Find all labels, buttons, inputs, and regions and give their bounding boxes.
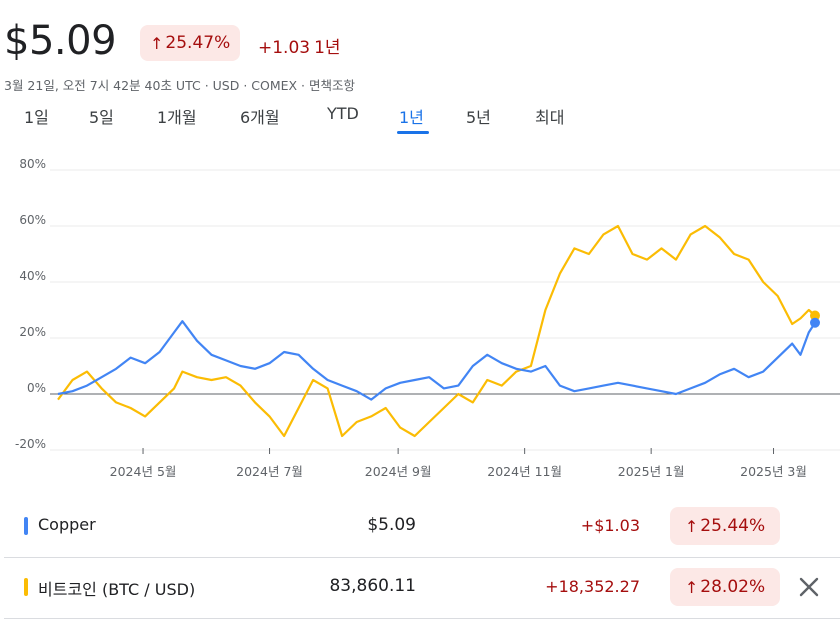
tab-max[interactable]: 최대	[535, 108, 565, 127]
legend-value: 83,860.11	[329, 576, 416, 596]
arrow-up-icon: ↑	[150, 33, 164, 53]
legend-name: 비트코인 (BTC / USD)	[38, 580, 196, 599]
price-change: +1.03 1년	[258, 33, 341, 58]
tab-5d[interactable]: 5일	[89, 108, 114, 127]
x-tick-label: 2024년 5월	[110, 464, 177, 479]
x-tick-label: 2024년 11월	[487, 464, 562, 479]
comparison-chart[interactable]: 80% 60% 40% 20% 0% -20% 2024년 5월 2024년 7월 2024년 …	[0, 150, 840, 490]
series-end-point-copper	[810, 317, 820, 328]
legend-row-copper[interactable]: Copper $5.09 +$1.03 ↑ 25.44%	[0, 497, 840, 555]
legend-value: $5.09	[367, 515, 416, 535]
legend-name: Copper	[38, 515, 96, 534]
series-end-point-btc	[810, 310, 820, 321]
legend-divider	[4, 618, 840, 619]
price-change-absolute: +1.03	[258, 38, 311, 58]
legend-row-btc[interactable]: 비트코인 (BTC / USD) 83,860.11 +18,352.27 ↑ …	[0, 558, 840, 616]
legend-percent: 25.44%	[700, 516, 766, 536]
price-change-period: 1년	[314, 38, 341, 58]
legend-change: +18,352.27	[545, 577, 640, 596]
legend-percent-badge: ↑ 28.02%	[670, 568, 780, 606]
legend-swatch-copper	[24, 517, 28, 535]
legend-swatch-btc	[24, 578, 28, 596]
price-change-percent-badge: ↑ 25.47%	[140, 25, 241, 61]
legend-divider	[4, 557, 840, 558]
y-tick-label: 0%	[27, 381, 46, 395]
legend-change: +$1.03	[580, 516, 640, 535]
x-tick-label: 2024년 9월	[365, 464, 432, 479]
price-change-percent: 25.47%	[165, 33, 231, 53]
x-tick-label: 2025년 3월	[740, 464, 807, 479]
active-tab-indicator	[397, 131, 429, 134]
legend-percent: 28.02%	[700, 577, 766, 597]
legend-percent-badge: ↑ 25.44%	[670, 507, 780, 545]
series-line-copper	[57, 320, 816, 401]
arrow-up-icon: ↑	[684, 516, 699, 536]
arrow-up-icon: ↑	[684, 577, 699, 597]
tab-1m[interactable]: 1개월	[157, 108, 197, 127]
x-tick-label: 2024년 7월	[236, 464, 303, 479]
current-price: $5.09	[4, 18, 117, 64]
y-tick-label: 80%	[19, 157, 46, 171]
tab-1y[interactable]: 1년	[399, 108, 424, 127]
y-tick-label: -20%	[15, 437, 46, 451]
y-tick-label: 40%	[19, 269, 46, 283]
tab-1d[interactable]: 1일	[24, 108, 49, 127]
quote-meta: 3월 21일, 오전 7시 42분 40초 UTC · USD · COMEX …	[4, 78, 355, 93]
tab-6m[interactable]: 6개월	[240, 108, 280, 127]
x-tick-label: 2025년 1월	[618, 464, 685, 479]
tab-ytd[interactable]: YTD	[327, 104, 359, 123]
series-line-btc	[57, 224, 816, 438]
tab-5y[interactable]: 5년	[466, 108, 491, 127]
close-icon[interactable]	[796, 574, 822, 600]
y-tick-label: 20%	[19, 325, 46, 339]
y-tick-label: 60%	[19, 213, 46, 227]
range-tabs: 1일 5일 1개월 6개월 YTD 1년 5년 최대	[0, 104, 840, 134]
